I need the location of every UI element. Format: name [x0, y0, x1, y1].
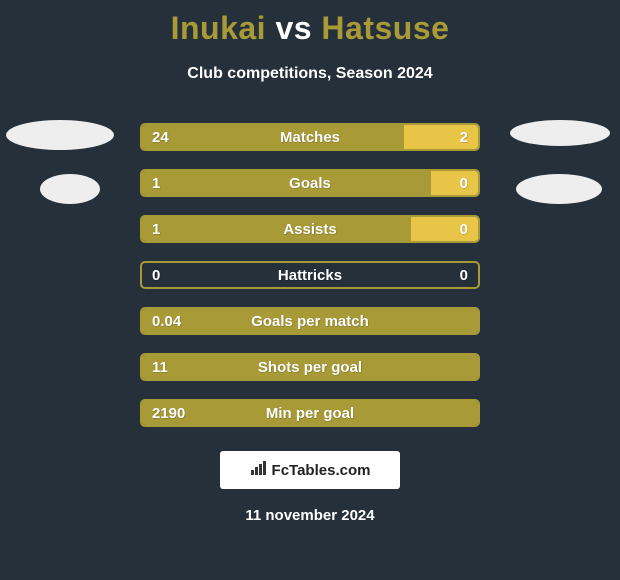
logo-box: FcTables.com	[220, 451, 400, 489]
logo-text: FcTables.com	[272, 462, 371, 479]
subtitle: Club competitions, Season 2024	[0, 65, 620, 83]
stat-row: 10Goals	[140, 169, 480, 197]
stat-row: 2190Min per goal	[140, 399, 480, 427]
vs-text: vs	[275, 10, 312, 46]
stat-label: Min per goal	[142, 401, 478, 425]
decor-ellipse	[40, 174, 100, 204]
page-title: Inukai vs Hatsuse	[0, 0, 620, 47]
stat-label: Assists	[142, 217, 478, 241]
stat-label: Hattricks	[142, 263, 478, 287]
stat-row: 242Matches	[140, 123, 480, 151]
stat-row: 10Assists	[140, 215, 480, 243]
stat-label: Goals per match	[142, 309, 478, 333]
stat-row: 0.04Goals per match	[140, 307, 480, 335]
decor-ellipse	[510, 120, 610, 146]
decor-ellipse	[516, 174, 602, 204]
footer-date: 11 november 2024	[0, 507, 620, 524]
stat-label: Goals	[142, 171, 478, 195]
player1-name: Inukai	[171, 10, 266, 46]
player2-name: Hatsuse	[321, 10, 449, 46]
comparison-card: Inukai vs Hatsuse Club competitions, Sea…	[0, 0, 620, 580]
chart-icon	[250, 460, 268, 480]
stat-label: Shots per goal	[142, 355, 478, 379]
decor-ellipse	[6, 120, 114, 150]
stat-row: 00Hattricks	[140, 261, 480, 289]
stat-row: 11Shots per goal	[140, 353, 480, 381]
stat-label: Matches	[142, 125, 478, 149]
stats-area: 242Matches 10Goals 10Assists 00Hattricks 0.0…	[0, 123, 620, 427]
